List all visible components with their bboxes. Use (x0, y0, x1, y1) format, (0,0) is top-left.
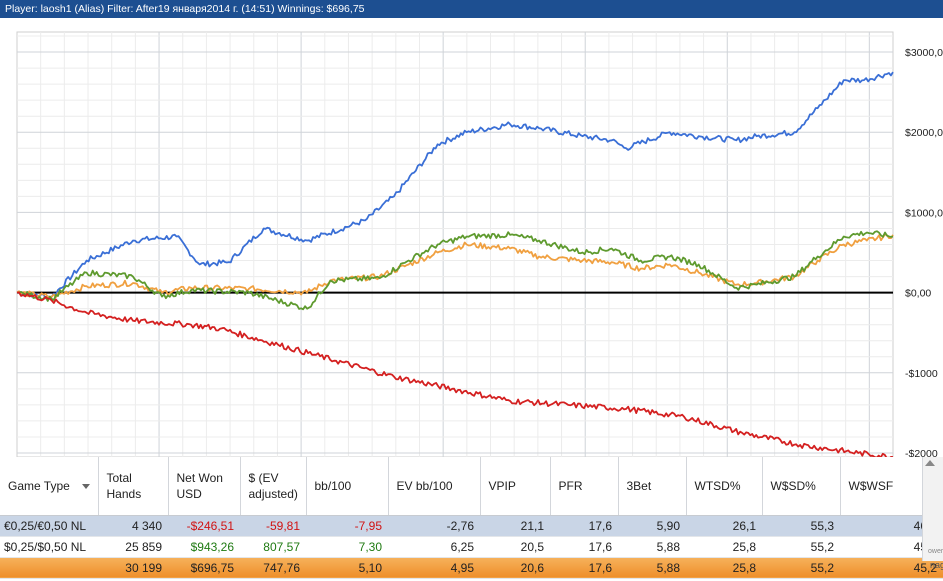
stats-grid: Game Type Total Hands Net Won USD $ (EV adj… (0, 457, 943, 581)
table-cell: 17,6 (550, 536, 618, 558)
column-header-label: Net Won USD (176, 470, 223, 501)
column-header-label: PFR (558, 478, 583, 493)
y-tick-label: $2000,0 (905, 127, 943, 139)
table-cell: 25,8 (686, 556, 762, 579)
sort-dropdown-icon[interactable] (81, 484, 90, 490)
y-tick-label: $3000,0 (905, 47, 943, 59)
column-header[interactable]: W$SD% (762, 457, 841, 516)
series-all_in_ev-line (16, 233, 894, 299)
y-axis: $3000,0 $2000,0 $1000,0 $0,00 -$1000 -$2000 (905, 47, 943, 457)
y-tick-label: $0,00 (905, 288, 931, 300)
column-header-label: EV bb/100 (396, 478, 453, 493)
winnings-chart: $3000,0 $2000,0 $1000,0 $0,00 -$1000 -$2000 (16, 31, 943, 457)
table-cell: $696,75 (168, 556, 240, 579)
column-header[interactable]: VPIP (480, 457, 551, 516)
table-cell: 747,76 (240, 556, 306, 579)
side-label: nag (930, 560, 943, 570)
column-header-label: $ (EV adjusted) (248, 470, 298, 501)
series-non_showdown-line (16, 291, 894, 457)
column-header[interactable]: PFR (550, 457, 619, 516)
table-cell: €0,25/€0,50 NL (0, 515, 98, 537)
table-cell: $943,26 (168, 536, 240, 558)
table-cell (0, 556, 98, 579)
table-cell: -2,76 (388, 515, 480, 537)
column-header-label: W$WSF (848, 478, 894, 493)
column-header[interactable]: WTSD% (686, 457, 763, 516)
column-header[interactable]: Game Type (0, 457, 99, 516)
table-cell: 17,6 (550, 515, 618, 537)
table-cell: 6,25 (388, 536, 480, 558)
table-cell: 5,88 (618, 536, 686, 558)
table-cell: 21,1 (480, 515, 550, 537)
column-header-label: Game Type (8, 478, 70, 493)
table-cell: -59,81 (240, 515, 306, 537)
table-cell: 30 199 (98, 556, 168, 579)
column-header[interactable]: bb/100 (306, 457, 389, 516)
column-header[interactable]: EV bb/100 (388, 457, 481, 516)
title-bar: Player: laosh1 (Alias) Filter: After19 я… (0, 0, 943, 18)
series-lines (16, 71, 894, 457)
series-net_won-line (16, 71, 894, 300)
table-header: Game Type Total Hands Net Won USD $ (EV adj… (0, 457, 943, 516)
table-cell: 17,6 (550, 556, 618, 579)
table-cell: 4 340 (98, 515, 168, 537)
column-header-label: bb/100 (314, 478, 352, 493)
table-cell: 5,90 (618, 515, 686, 537)
table-cell: 25 859 (98, 536, 168, 558)
table-body: €0,25/€0,50 NL 4 340 -$246,51 -59,81 -7,95 -2… (0, 515, 943, 579)
column-header[interactable]: 3Bet (618, 457, 687, 516)
table-cell: 55,2 (762, 536, 840, 558)
table-cell: $0,25/$0,50 NL (0, 536, 98, 558)
table-cell: 26,1 (686, 515, 762, 537)
y-tick-label: -$2000 (905, 448, 938, 457)
table-cell: 807,57 (240, 536, 306, 558)
table-cell: 5,10 (306, 556, 388, 579)
column-header[interactable]: Net Won USD (168, 457, 241, 516)
totals-row[interactable]: 30 199 $696,75 747,76 5,10 4,95 20,6 17,6 5,88 2… (0, 556, 943, 579)
table-cell: 55,3 (762, 515, 840, 537)
column-header-label: WTSD% (694, 478, 741, 493)
series-showdown_wins-line (17, 230, 894, 311)
table-cell: 5,88 (618, 556, 686, 579)
table-cell: 25,8 (686, 536, 762, 558)
table-cell: -7,95 (306, 515, 388, 537)
table-cell: 55,2 (762, 556, 840, 579)
column-header[interactable]: Total Hands (98, 457, 169, 516)
table-cell: -$246,51 (168, 515, 240, 537)
column-header[interactable]: $ (EV adjusted) (240, 457, 307, 516)
column-header-label: Total Hands (106, 470, 142, 501)
column-header-label: VPIP (488, 478, 516, 493)
table-cell: 7,30 (306, 536, 388, 558)
table-cell: 20,5 (480, 536, 550, 558)
y-tick-label: $1000,0 (905, 207, 943, 219)
vertical-scrollbar[interactable] (922, 457, 943, 561)
scroll-up-arrow-icon[interactable] (925, 460, 935, 466)
column-header-label: W$SD% (770, 478, 816, 493)
column-header-label: 3Bet (626, 478, 652, 493)
table-cell: 4,95 (388, 556, 480, 579)
table-cell: 45,2 (840, 556, 943, 579)
powered-note: owered (928, 548, 943, 555)
y-tick-label: -$1000 (905, 368, 938, 380)
table-row[interactable]: $0,25/$0,50 NL 25 859 $943,26 807,57 7,30 6,2… (0, 536, 943, 558)
table-cell: 20,6 (480, 556, 550, 579)
table-row[interactable]: €0,25/€0,50 NL 4 340 -$246,51 -59,81 -7,95 -2… (0, 515, 943, 537)
grid (17, 32, 893, 457)
